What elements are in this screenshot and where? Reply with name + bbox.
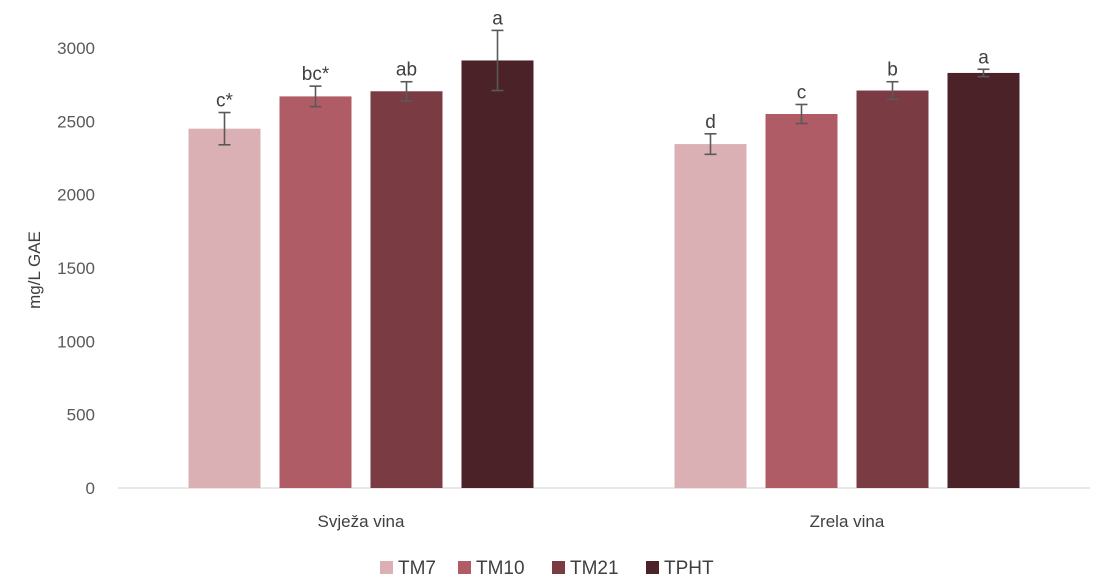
significance-label: bc*	[302, 64, 330, 85]
x-category-label: Zrela vina	[810, 512, 885, 531]
bar-tm7-1	[188, 128, 261, 488]
significance-label: a	[978, 47, 989, 68]
bar-tpht-1	[461, 60, 534, 488]
x-axis-categories: Svježa vina Zrela vina	[318, 512, 885, 531]
significance-label: c	[797, 82, 807, 103]
y-axis-title: mg/L GAE	[25, 231, 44, 309]
legend-label: TM10	[476, 558, 525, 579]
bar-tm21-1	[370, 91, 443, 489]
legend-label: TM21	[570, 558, 619, 579]
significance-label: d	[705, 112, 716, 133]
significance-label: c*	[216, 91, 234, 112]
y-tick-label: 2000	[57, 186, 95, 205]
y-tick-label: 1500	[57, 259, 95, 278]
significance-label: b	[887, 60, 898, 81]
legend-swatch-tm21	[552, 561, 565, 574]
y-tick-label: 3000	[57, 39, 95, 58]
x-category-label: Svježa vina	[318, 512, 405, 531]
bar-tpht-2	[947, 72, 1020, 488]
bar-tm21-2	[856, 90, 929, 489]
y-tick-label: 500	[67, 406, 95, 425]
legend-swatch-tm7	[380, 561, 393, 574]
bar-tm10-1	[279, 96, 352, 489]
legend: TM7 TM10 TM21 TPHT	[380, 558, 714, 579]
legend-label: TPHT	[664, 558, 714, 579]
y-tick-label: 1000	[57, 332, 95, 351]
legend-swatch-tpht	[646, 561, 659, 574]
legend-label: TM7	[398, 558, 436, 579]
legend-swatch-tm10	[458, 561, 471, 574]
significance-label: ab	[396, 60, 417, 81]
y-axis-ticks: 0 500 1000 1500 2000 2500 3000	[57, 39, 95, 498]
bars: c* bc* ab a d c b a	[188, 8, 1020, 489]
y-tick-label: 2500	[57, 112, 95, 131]
bar-tm10-2	[765, 114, 838, 488]
bar-tm7-2	[674, 144, 747, 489]
significance-label: a	[492, 8, 503, 29]
y-tick-label: 0	[86, 479, 95, 498]
